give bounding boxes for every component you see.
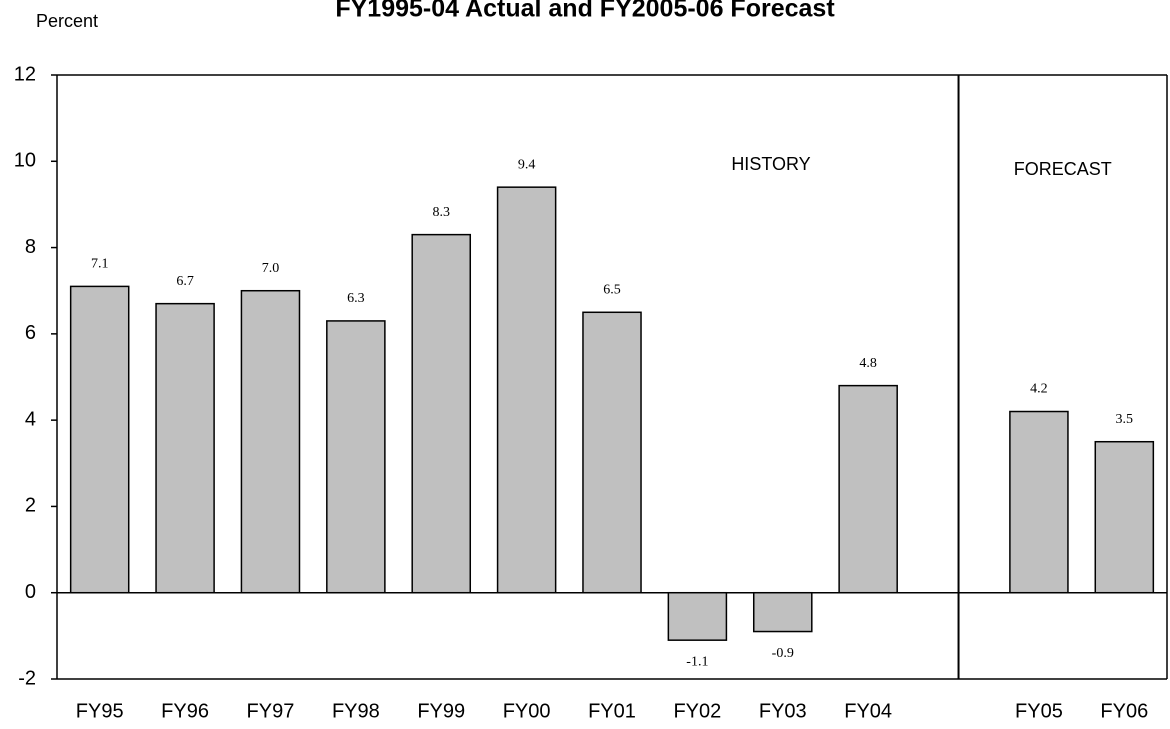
- y-axis-label: Percent: [36, 11, 98, 31]
- y-tick-label: 6: [25, 322, 36, 344]
- x-tick-label: FY98: [332, 700, 380, 722]
- chart-title: FY1995-04 Actual and FY2005-06 Forecast: [335, 0, 835, 23]
- y-tick-label: 0: [25, 581, 36, 603]
- y-tick-label: 12: [14, 63, 36, 85]
- value-label: 6.5: [603, 283, 621, 298]
- x-tick-label: FY95: [76, 700, 124, 722]
- value-label: 4.2: [1030, 382, 1048, 397]
- value-label: 6.7: [176, 274, 194, 289]
- x-tick-label: FY04: [844, 700, 892, 722]
- value-label: -0.9: [772, 646, 794, 661]
- y-tick-label: 2: [25, 495, 36, 517]
- y-tick-label: 10: [14, 150, 36, 172]
- value-label: 6.3: [347, 291, 365, 306]
- y-tick-label: 4: [25, 408, 36, 430]
- value-label: 7.0: [262, 261, 280, 276]
- x-tick-label: FY02: [673, 700, 721, 722]
- bar: [240, 289, 301, 594]
- x-tick-label: FY99: [417, 700, 465, 722]
- x-tick-label: FY00: [503, 700, 551, 722]
- y-tick-label: -2: [18, 667, 36, 689]
- bar: [1009, 410, 1069, 594]
- annotation: HISTORY: [731, 154, 810, 174]
- value-label: 7.1: [91, 257, 109, 272]
- x-tick-label: FY03: [759, 700, 807, 722]
- value-label: 4.8: [859, 356, 877, 371]
- bar: [1094, 440, 1155, 594]
- x-tick-label: FY97: [247, 700, 295, 722]
- bar: [838, 384, 898, 594]
- value-label: -1.1: [686, 654, 708, 669]
- x-tick-label: FY05: [1015, 700, 1063, 722]
- frame: [56, 74, 1168, 680]
- y-tick-label: 8: [25, 236, 36, 258]
- value-label: 8.3: [432, 205, 450, 220]
- bar: [496, 186, 557, 594]
- bar: [326, 320, 386, 594]
- bar: [752, 591, 813, 633]
- bar: [582, 311, 642, 594]
- annotation: FORECAST: [1014, 159, 1112, 179]
- value-label: 3.5: [1116, 412, 1134, 427]
- x-tick-label: FY06: [1100, 700, 1148, 722]
- value-label: 9.4: [518, 157, 536, 172]
- bar: [155, 302, 215, 594]
- x-tick-label: FY01: [588, 700, 636, 722]
- bar: [667, 591, 728, 641]
- x-tick-label: FY96: [161, 700, 209, 722]
- bar: [69, 285, 130, 594]
- bar: [411, 233, 472, 594]
